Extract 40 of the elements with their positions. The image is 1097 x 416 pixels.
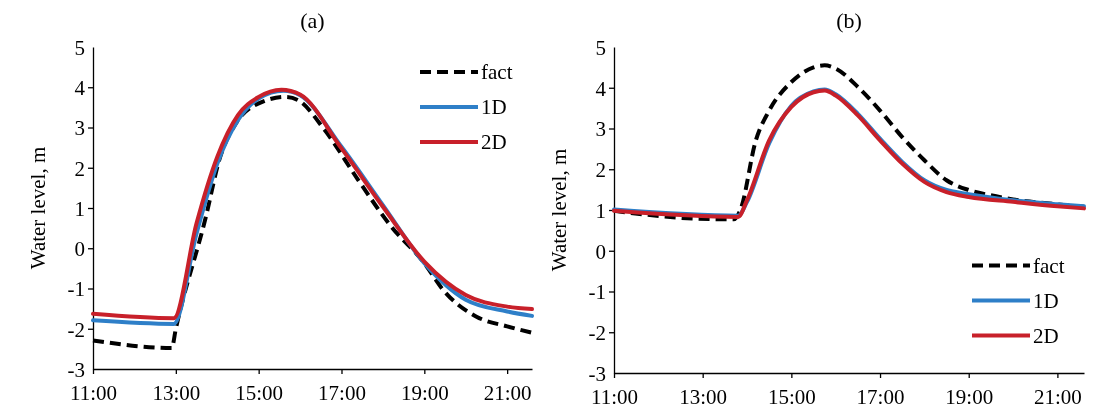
y-tick-label: -3 [588,361,606,386]
x-tick-label: 11:00 [590,385,639,410]
x-tick-label: 13:00 [152,381,201,406]
y-tick-label: 2 [74,156,85,181]
x-tick-label: 11:00 [69,381,118,406]
x-tick-label: 21:00 [483,381,532,406]
y-tick-label: 4 [595,76,607,101]
y-tick-label: 5 [595,35,606,60]
x-tick-label: 15:00 [235,381,284,406]
legend-label: 1D [1033,288,1059,313]
x-tick-label: 17:00 [318,381,366,406]
legend-label: 2D [1033,323,1059,348]
x-tick-label: 13:00 [679,385,728,410]
y-tick-label: 2 [595,158,606,183]
chart-title: (a) [300,8,325,33]
y-tick-label: 0 [74,237,85,262]
y-axis-title: Water level, m [547,148,571,272]
x-tick-label: 15:00 [767,385,816,410]
y-tick-label: -1 [588,280,606,305]
x-tick-label: 21:00 [1033,385,1082,410]
y-tick-label: 3 [595,117,606,142]
chart-title: (b) [836,8,862,33]
legend-label: fact [1033,253,1065,278]
y-tick-label: -1 [67,277,85,302]
x-tick-label: 19:00 [945,385,994,410]
y-tick-label: 0 [595,239,606,264]
x-tick-label: 19:00 [400,381,449,406]
y-tick-label: -2 [67,317,85,342]
x-tick-label: 17:00 [856,385,905,410]
y-tick-label: 1 [74,196,85,221]
legend-label: 1D [481,95,507,120]
legend-label: fact [481,60,513,85]
y-tick-label: 4 [74,76,86,101]
y-tick-label: -2 [588,321,606,346]
y-tick-label: 3 [74,116,85,141]
y-tick-label: 1 [595,198,606,223]
y-tick-label: 5 [74,35,85,60]
y-axis-title: Water level, m [26,146,50,270]
y-tick-label: -3 [67,357,85,382]
legend-label: 2D [481,130,507,155]
